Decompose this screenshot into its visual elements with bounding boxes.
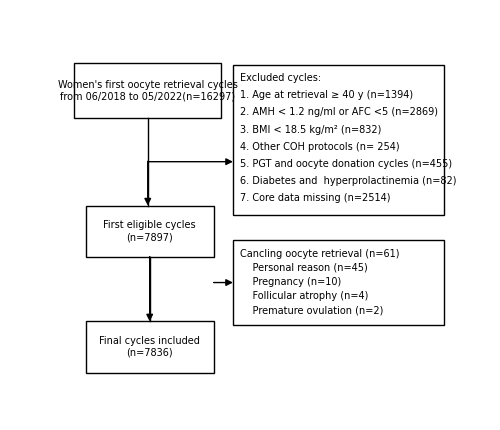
Text: Final cycles included
(n=7836): Final cycles included (n=7836) bbox=[99, 336, 200, 358]
FancyBboxPatch shape bbox=[86, 206, 214, 257]
Text: Cancling oocyte retrieval (n=61): Cancling oocyte retrieval (n=61) bbox=[240, 249, 400, 258]
Text: 5. PGT and oocyte donation cycles (n=455): 5. PGT and oocyte donation cycles (n=455… bbox=[240, 159, 452, 169]
FancyBboxPatch shape bbox=[233, 65, 444, 215]
FancyBboxPatch shape bbox=[86, 322, 214, 373]
Text: 1. Age at retrieval ≥ 40 y (n=1394): 1. Age at retrieval ≥ 40 y (n=1394) bbox=[240, 90, 413, 100]
Text: Pregnancy (n=10): Pregnancy (n=10) bbox=[240, 277, 341, 287]
Text: Women's first oocyte retrieval cycles
from 06/2018 to 05/2022(n=16297): Women's first oocyte retrieval cycles fr… bbox=[58, 80, 238, 101]
FancyBboxPatch shape bbox=[74, 63, 222, 118]
Text: Premature ovulation (n=2): Premature ovulation (n=2) bbox=[240, 306, 384, 316]
FancyBboxPatch shape bbox=[233, 240, 444, 325]
Text: 4. Other COH protocols (n= 254): 4. Other COH protocols (n= 254) bbox=[240, 142, 400, 152]
Text: Follicular atrophy (n=4): Follicular atrophy (n=4) bbox=[240, 291, 368, 301]
Text: 2. AMH < 1.2 ng/ml or AFC <5 (n=2869): 2. AMH < 1.2 ng/ml or AFC <5 (n=2869) bbox=[240, 108, 438, 117]
Text: Personal reason (n=45): Personal reason (n=45) bbox=[240, 263, 368, 273]
Text: 6. Diabetes and  hyperprolactinemia (n=82): 6. Diabetes and hyperprolactinemia (n=82… bbox=[240, 176, 456, 186]
Text: Excluded cycles:: Excluded cycles: bbox=[240, 73, 321, 83]
Text: First eligible cycles
(n=7897): First eligible cycles (n=7897) bbox=[104, 221, 196, 242]
Text: 7. Core data missing (n=2514): 7. Core data missing (n=2514) bbox=[240, 194, 390, 203]
Text: 3. BMI < 18.5 kg/m² (n=832): 3. BMI < 18.5 kg/m² (n=832) bbox=[240, 125, 382, 135]
